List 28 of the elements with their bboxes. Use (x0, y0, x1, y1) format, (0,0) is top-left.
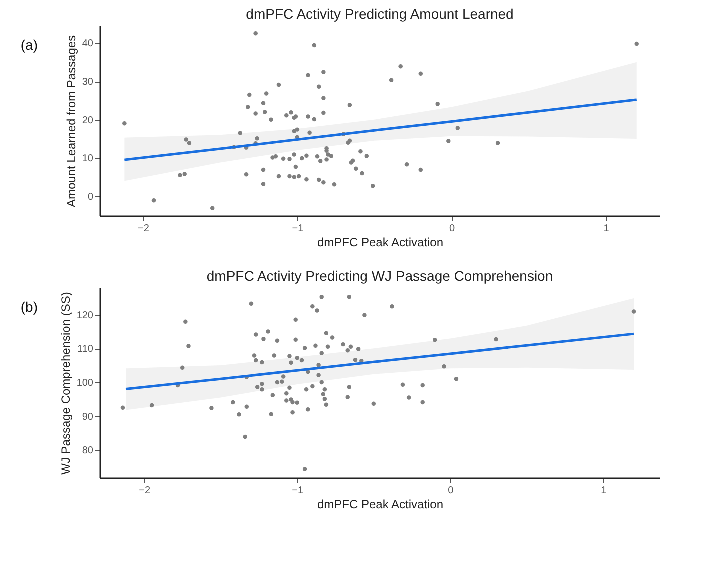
text: (b) (20, 299, 38, 315)
x-tick-label: 1 (601, 486, 608, 496)
y-tick-label: 90 (82, 412, 94, 423)
x-tick-label: 0 (448, 486, 454, 496)
y-tick-label: 0 (88, 192, 94, 203)
x-tick-label: 0 (449, 224, 456, 234)
x-axis-title: dmPFC Peak Activation (317, 236, 444, 250)
y-tick-label: 20 (82, 115, 94, 126)
chart-title: dmPFC Activity Predicting Amount Learned (246, 6, 514, 22)
x-tick-label: −2 (138, 224, 150, 234)
line-series (123, 98, 638, 162)
y-axis-title: Amount Learned from Passages (64, 35, 78, 208)
line-series (124, 332, 636, 391)
y-tick-label: 100 (76, 378, 94, 389)
x-tick-label: −2 (139, 486, 152, 496)
y-tick-label: 110 (78, 344, 94, 356)
x-tick-label: −1 (292, 224, 304, 234)
text: (a) (20, 37, 38, 53)
x-axis-title: dmPFC Peak Activation (317, 498, 444, 512)
y-tick-label: 10 (82, 154, 94, 165)
x-tick-label: 1 (604, 224, 610, 234)
x-tick-label: −1 (292, 486, 304, 496)
y-tick-label: 120 (76, 310, 94, 322)
y-tick-label: 40 (82, 38, 94, 50)
chart-title: dmPFC Activity Predicting WJ Passage Comprehension (206, 268, 554, 284)
y-tick-label: 30 (82, 77, 94, 88)
y-axis-title: WJ Passage Comprehension (SS) (58, 292, 73, 475)
y-tick-label: 80 (82, 446, 94, 457)
